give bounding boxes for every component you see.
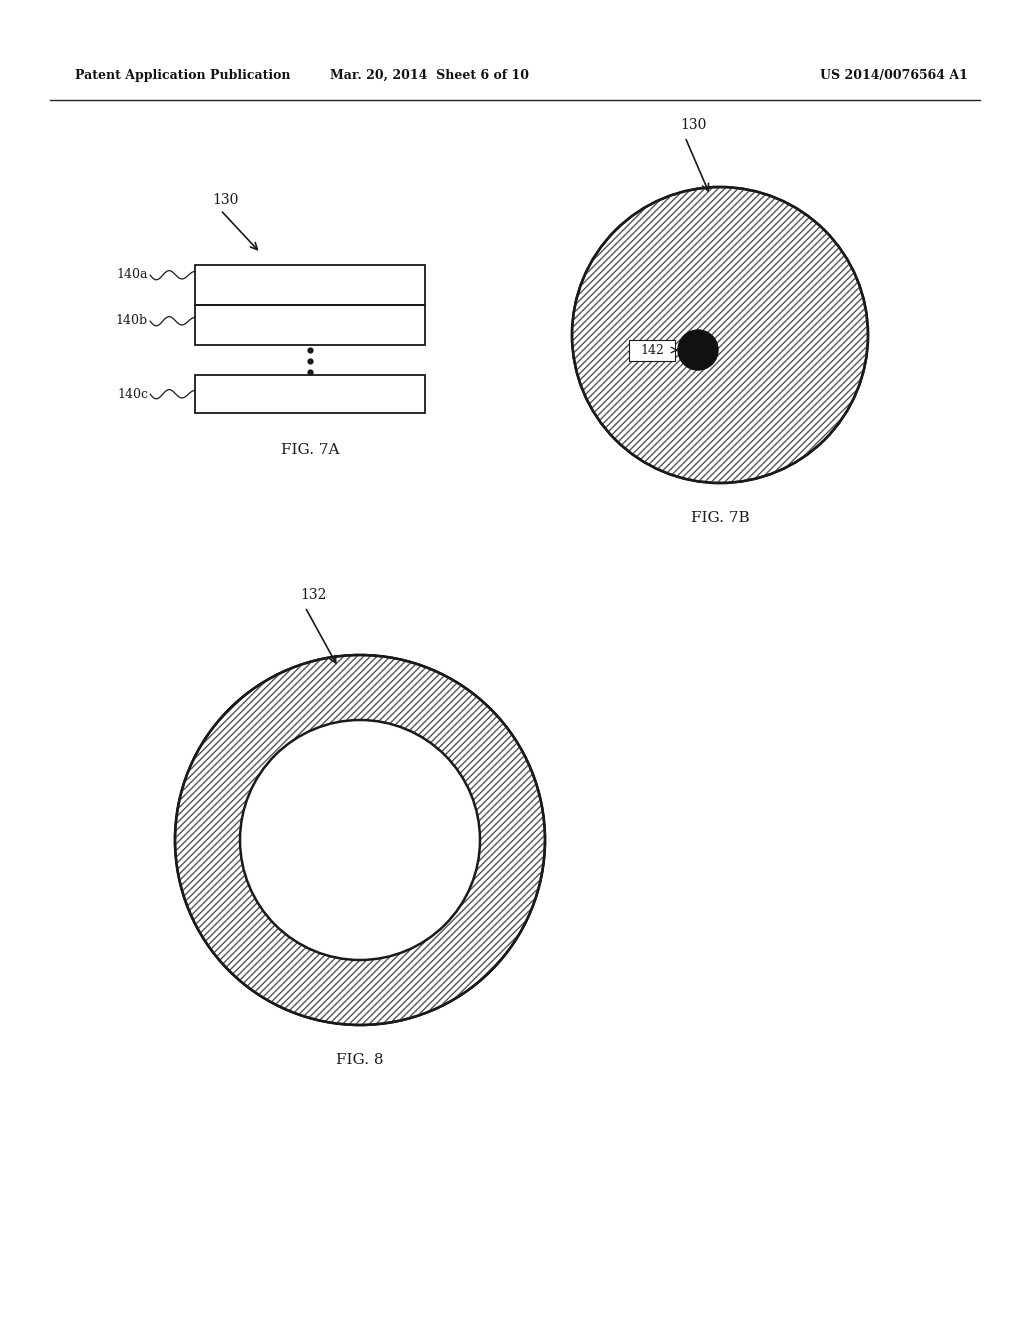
Text: US 2014/0076564 A1: US 2014/0076564 A1 [820, 69, 968, 82]
Text: FIG. 7B: FIG. 7B [690, 511, 750, 525]
Text: 140b: 140b [116, 314, 148, 327]
Circle shape [678, 330, 718, 370]
Text: 130: 130 [680, 117, 707, 132]
Text: 142: 142 [640, 343, 664, 356]
Bar [195, 305, 425, 345]
Text: 132: 132 [300, 587, 327, 602]
Text: 130: 130 [213, 193, 239, 207]
Text: 140c: 140c [117, 388, 148, 400]
Text: 140a: 140a [117, 268, 148, 281]
FancyBboxPatch shape [629, 339, 675, 360]
Circle shape [175, 655, 545, 1026]
Circle shape [572, 187, 868, 483]
Text: FIG. 7A: FIG. 7A [281, 444, 339, 457]
Text: FIG. 8: FIG. 8 [336, 1053, 384, 1067]
Circle shape [240, 719, 480, 960]
Text: Mar. 20, 2014  Sheet 6 of 10: Mar. 20, 2014 Sheet 6 of 10 [331, 69, 529, 82]
Text: Patent Application Publication: Patent Application Publication [75, 69, 291, 82]
Bar [195, 265, 425, 305]
Bar [195, 375, 425, 413]
